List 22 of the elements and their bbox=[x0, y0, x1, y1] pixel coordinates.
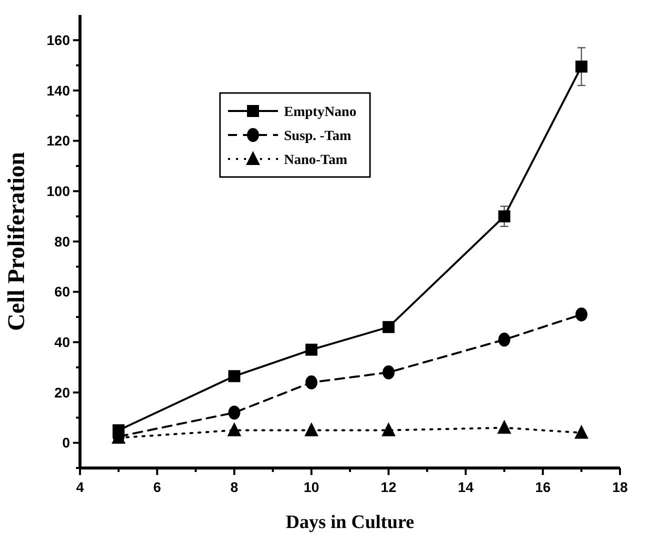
y-tick-label: 20 bbox=[54, 384, 70, 400]
legend-label: Nano-Tam bbox=[284, 152, 348, 168]
x-tick-label: 18 bbox=[612, 479, 628, 495]
x-tick-label: 14 bbox=[458, 479, 474, 495]
x-tick-label: 8 bbox=[230, 479, 238, 495]
x-tick-label: 10 bbox=[304, 479, 320, 495]
y-tick-label: 140 bbox=[46, 82, 70, 98]
legend-label: EmptyNano bbox=[284, 104, 356, 120]
y-tick-label: 100 bbox=[46, 183, 70, 200]
x-tick-label: 4 bbox=[76, 479, 84, 495]
x-axis-title: Days in Culture bbox=[286, 512, 414, 533]
y-tick-label: 40 bbox=[54, 334, 70, 350]
y-tick-label: 120 bbox=[46, 132, 70, 149]
y-tick-label: 60 bbox=[54, 284, 70, 300]
y-tick-label: 160 bbox=[46, 32, 70, 48]
y-tick-label: 0 bbox=[62, 434, 70, 451]
y-axis-title: Cell Proliferation bbox=[4, 152, 30, 331]
legend-label: Susp. -Tam bbox=[284, 128, 352, 144]
x-tick-label: 16 bbox=[535, 479, 551, 495]
x-tick-label: 6 bbox=[153, 479, 162, 495]
x-tick-label: 12 bbox=[380, 479, 397, 495]
y-tick-label: 80 bbox=[54, 233, 70, 250]
